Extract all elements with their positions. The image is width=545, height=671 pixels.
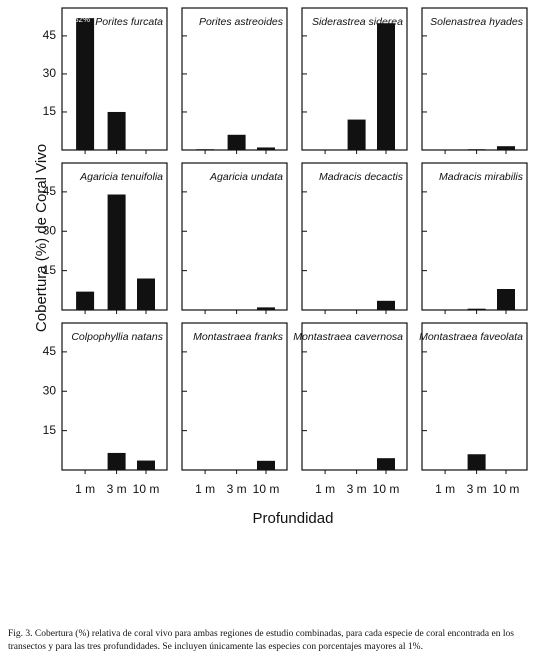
- x-tick-label: 10 m: [133, 482, 160, 496]
- panel-frame: [301, 322, 408, 471]
- bar: [107, 111, 126, 150]
- y-tick-label: 30: [43, 383, 57, 397]
- panel-title: Solenastrea hyades: [430, 16, 524, 28]
- x-tick-label: 10 m: [373, 482, 400, 496]
- y-tick-label: 15: [43, 423, 57, 437]
- x-tick-label: 3 m: [467, 482, 487, 496]
- panel-title: Porites astreoides: [199, 16, 284, 28]
- bar: [497, 146, 515, 150]
- panel-title: Montastraea cavernosa: [293, 331, 403, 343]
- x-tick-label: 3 m: [347, 482, 367, 496]
- caption: Fig. 3. Cobertura (%) relativa de coral …: [8, 629, 514, 652]
- x-tick-label: 3 m: [227, 482, 247, 496]
- panel-title: Montastraea faveolata: [419, 331, 523, 343]
- y-axis-label: Cobertura (%) de Coral Vivo: [33, 144, 50, 332]
- panel-frame: [301, 162, 408, 311]
- panel-frame: [421, 7, 528, 151]
- panel-title: Madracis decactis: [319, 171, 404, 183]
- panel-frame: [181, 162, 288, 311]
- panel-title: Madracis mirabilis: [439, 171, 524, 183]
- bar: [137, 460, 155, 470]
- panel-frame: [421, 322, 528, 471]
- x-tick-label: 1 m: [435, 482, 455, 496]
- bar: [257, 307, 275, 310]
- x-tick-label: 1 m: [75, 482, 95, 496]
- bar: [347, 119, 366, 150]
- panel-frame: [181, 7, 288, 151]
- bar: [467, 308, 486, 310]
- bar: [137, 278, 155, 310]
- y-tick-label: 30: [43, 66, 57, 80]
- panel-frame: [181, 322, 288, 471]
- y-tick-label: 15: [43, 263, 57, 277]
- x-tick-label: 10 m: [493, 482, 520, 496]
- panel-title: Agaricia tenuifolia: [79, 171, 163, 183]
- bar: [76, 18, 95, 150]
- panel-frame: [61, 322, 168, 471]
- y-tick-label: 45: [43, 344, 57, 358]
- bar: [497, 289, 515, 310]
- y-tick-label: 45: [43, 184, 57, 198]
- x-tick-label: 3 m: [107, 482, 127, 496]
- bar: [257, 460, 275, 470]
- value-label: 52%: [74, 15, 90, 24]
- x-axis-label: Profundidad: [253, 510, 334, 527]
- panel-title: Siderastrea siderea: [312, 16, 403, 28]
- bar: [227, 134, 246, 150]
- bar: [377, 458, 395, 470]
- y-tick-label: 15: [43, 104, 57, 118]
- x-tick-label: 1 m: [195, 482, 215, 496]
- panel-frame: [421, 162, 528, 311]
- y-tick-label: 45: [43, 28, 57, 42]
- panel-title: Colpophyllia natans: [71, 331, 163, 343]
- panel-title: Porites furcata: [95, 16, 163, 28]
- panel-title: Montastraea franks: [193, 331, 284, 343]
- bar: [257, 147, 275, 150]
- bar: [377, 300, 395, 310]
- bar: [467, 454, 486, 470]
- chart-grid: Cobertura (%) de Coral Vivo Profundidad …: [33, 7, 528, 527]
- bar: [107, 452, 126, 470]
- y-tick-label: 30: [43, 223, 57, 237]
- bar: [196, 149, 215, 150]
- bar: [467, 149, 486, 150]
- bar: [76, 291, 95, 310]
- bar: [107, 194, 126, 310]
- bar: [377, 23, 395, 150]
- x-tick-label: 10 m: [253, 482, 280, 496]
- x-tick-label: 1 m: [315, 482, 335, 496]
- panel-title: Agaricia undata: [209, 171, 283, 183]
